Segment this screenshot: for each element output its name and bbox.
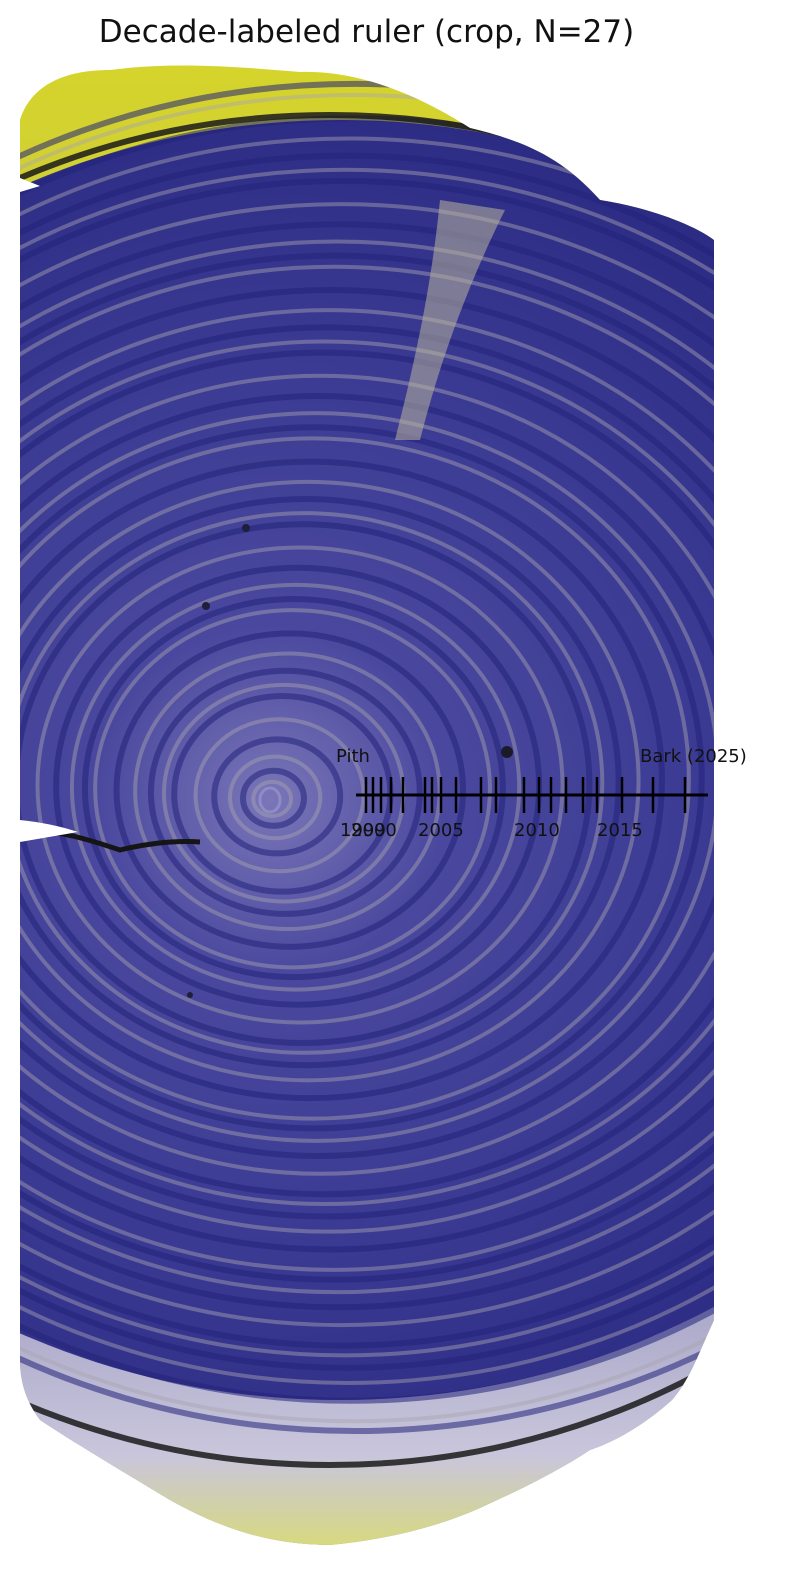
growth-ring	[20, 324, 714, 1220]
wood-disc	[20, 65, 714, 1545]
growth-ring	[81, 596, 506, 981]
growth-ring	[20, 308, 714, 1234]
growth-ring	[35, 545, 565, 1025]
year-label: 1999	[340, 820, 386, 841]
growth-ring	[147, 667, 423, 917]
growth-ring	[20, 286, 714, 1253]
growth-ring	[20, 521, 593, 1046]
growth-ring	[113, 630, 467, 950]
growth-ring	[20, 479, 641, 1083]
growth-ring	[20, 136, 714, 1385]
growth-ring	[20, 458, 665, 1102]
growth-rings	[20, 80, 714, 1435]
growth-ring	[20, 436, 691, 1121]
growth-ring	[20, 511, 605, 1055]
growth-ring	[20, 264, 714, 1272]
growth-ring	[93, 608, 492, 970]
growth-ring	[20, 152, 714, 1371]
growth-ring	[20, 80, 714, 1435]
growth-ring	[20, 239, 714, 1295]
growth-ring	[20, 496, 622, 1069]
year-label: 2010	[514, 820, 560, 841]
growth-ring	[228, 754, 323, 841]
growth-ring	[20, 167, 714, 1358]
growth-ring	[251, 779, 294, 819]
growth-ring	[20, 411, 714, 1143]
growth-ring	[20, 349, 714, 1198]
growth-ring	[20, 339, 714, 1207]
figure-title: Decade-labeled ruler (crop, N=27)	[98, 14, 635, 50]
growth-ring	[20, 373, 714, 1176]
year-label: 2015	[597, 820, 643, 841]
pith-label: Pith	[336, 746, 370, 767]
growth-ring	[20, 393, 714, 1159]
growth-ring	[20, 177, 714, 1349]
growth-ring	[20, 252, 714, 1283]
growth-ring	[240, 767, 307, 829]
growth-ring	[69, 582, 522, 992]
year-label: 2000	[351, 820, 397, 841]
growth-ring	[20, 221, 714, 1311]
growth-ring	[20, 202, 714, 1328]
growth-ring	[211, 736, 344, 857]
bark-label: Bark (2025)	[640, 746, 747, 767]
growth-ring	[20, 424, 705, 1132]
growth-ring	[133, 651, 442, 932]
growth-ring	[20, 93, 714, 1424]
year-label: 2005	[418, 820, 464, 841]
